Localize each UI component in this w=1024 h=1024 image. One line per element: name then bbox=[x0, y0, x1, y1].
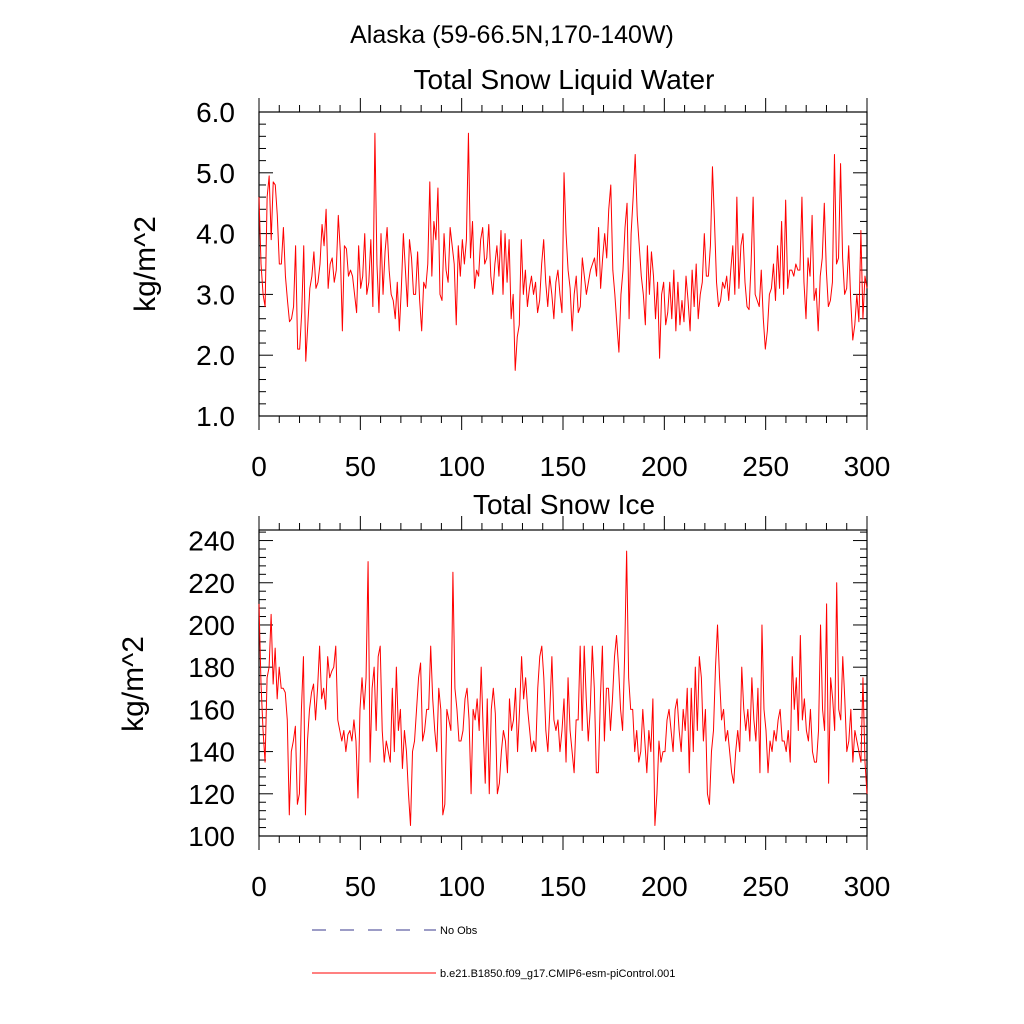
series-line bbox=[258, 550, 868, 826]
panel-snow-ice: Total Snow Ice kg/m^2 0 50 100 150 200 250 300… bbox=[117, 489, 890, 902]
x-tick-label: 100 bbox=[438, 451, 485, 482]
y-tick-label: 220 bbox=[188, 568, 235, 599]
x-tick-label: 50 bbox=[345, 871, 376, 902]
y-axis-label: kg/m^2 bbox=[129, 216, 162, 312]
x-tick-label: 200 bbox=[641, 451, 688, 482]
figure-suptitle: Alaska (59-66.5N,170-140W) bbox=[350, 21, 674, 49]
panel-title: Total Snow Liquid Water bbox=[414, 64, 715, 95]
plot-marks: 0 50 100 150 200 250 300 100 120 140 160 180 200 220 2… bbox=[188, 516, 890, 902]
x-tick-label: 150 bbox=[540, 871, 587, 902]
y-tick-label: 120 bbox=[188, 779, 235, 810]
x-tick-label: 300 bbox=[844, 871, 891, 902]
y-tick-label: 240 bbox=[188, 526, 235, 557]
x-tick-label: 200 bbox=[641, 871, 688, 902]
x-tick-label: 250 bbox=[742, 871, 789, 902]
x-tick-label: 100 bbox=[438, 871, 485, 902]
y-axis-label: kg/m^2 bbox=[117, 636, 150, 732]
legend-obs-label: No Obs bbox=[440, 925, 478, 937]
y-tick-label: 3.0 bbox=[196, 279, 235, 310]
y-tick-label: 200 bbox=[188, 610, 235, 641]
x-tick-label: 0 bbox=[251, 451, 267, 482]
x-tick-label: 0 bbox=[251, 871, 267, 902]
y-tick-label: 2.0 bbox=[196, 340, 235, 371]
y-tick-label: 160 bbox=[188, 694, 235, 725]
y-tick-label: 4.0 bbox=[196, 219, 235, 250]
y-tick-label: 5.0 bbox=[196, 158, 235, 189]
y-tick-label: 100 bbox=[188, 821, 235, 852]
y-tick-label: 6.0 bbox=[196, 97, 235, 128]
x-tick-label: 50 bbox=[345, 451, 376, 482]
plot-frame bbox=[258, 529, 868, 837]
x-tick-label: 300 bbox=[844, 451, 891, 482]
x-tick-label: 250 bbox=[742, 451, 789, 482]
series-line bbox=[258, 132, 868, 371]
panel-snow-liquid-water: Total Snow Liquid Water kg/m^2 0 50 100 150… bbox=[129, 64, 890, 482]
legend: No Obs b.e21.B1850.f09_g17.CMIP6-esm-piC… bbox=[312, 925, 675, 980]
y-tick-label: 180 bbox=[188, 652, 235, 683]
legend-model-label: b.e21.B1850.f09_g17.CMIP6-esm-piControl.… bbox=[440, 968, 675, 980]
plot-marks: 0 50 100 150 200 250 300 1.0 2.0 3.0 4.0 5.0 6.0 bbox=[196, 97, 890, 482]
panel-title: Total Snow Ice bbox=[473, 489, 655, 520]
y-tick-label: 1.0 bbox=[196, 401, 235, 432]
y-tick-label: 140 bbox=[188, 737, 235, 768]
x-tick-label: 150 bbox=[540, 451, 587, 482]
